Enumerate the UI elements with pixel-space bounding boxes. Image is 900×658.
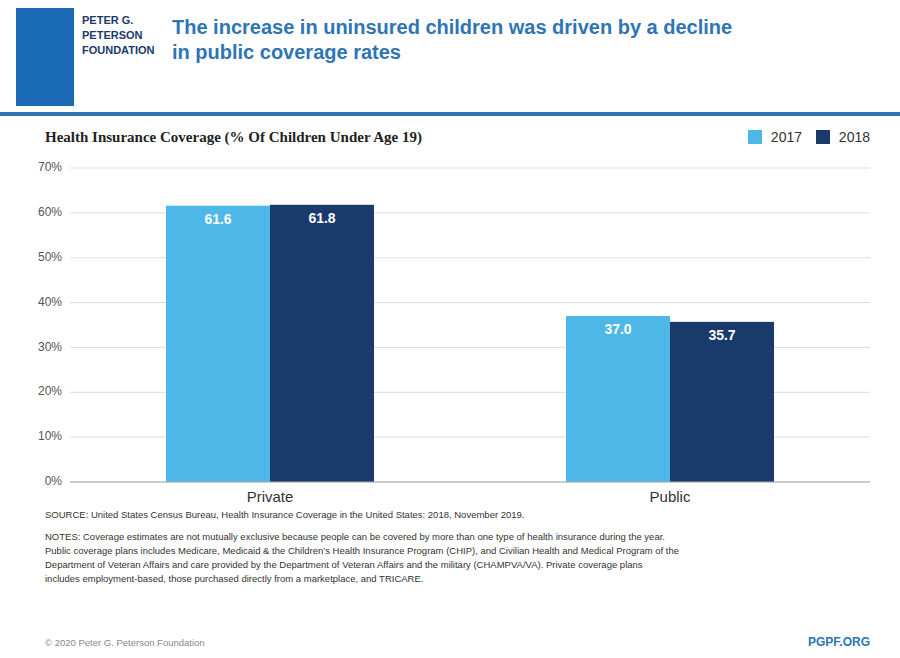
text-line: FOUNDATION [82,44,155,56]
text-line: in public coverage rates [172,41,401,63]
y-tick-label: 10% [38,429,62,443]
legend-swatch [748,130,762,144]
y-tick-label: 50% [38,250,62,264]
text-line: PETERSON [82,29,143,41]
text-line: Department of Veteran Affairs and care p… [45,559,643,570]
site-link: PGPF.ORG [808,635,870,649]
bar [670,322,774,482]
legend-label: 2018 [839,129,870,145]
data-label: 35.7 [708,327,735,343]
bar [270,205,374,482]
data-label: 61.8 [308,210,335,226]
x-tick-label: Private [247,488,294,505]
text-line: The increase in uninsured children was d… [172,16,732,38]
text-line: SOURCE: United States Census Bureau, Hea… [45,509,525,520]
legend-swatch [816,130,830,144]
title: The increase in uninsured children was d… [172,16,732,63]
x-axis [70,482,870,483]
legend: 2018 2017 [748,129,870,145]
background [0,0,900,658]
text-line: includes employment-based, those purchas… [45,573,423,584]
bar [166,206,270,482]
notes: NOTES: Coverage estimates are not mutual… [45,531,679,584]
chart: PETER G. PETERSON FOUNDATION The increase i… [0,0,900,658]
text-line: © 2020 Peter G. Peterson Foundation [45,637,205,648]
y-tick-label: 20% [38,384,62,398]
grid-line [70,168,870,169]
x-tick-label: Public [650,488,691,505]
y-tick-label: 0% [45,474,63,488]
y-tick-label: 30% [38,340,62,354]
logo-box [16,8,74,106]
divider [0,112,900,116]
logo-text: PETER G. PETERSON FOUNDATION [82,14,155,56]
source-note: SOURCE: United States Census Bureau, Hea… [45,509,525,520]
y-tick-label: 60% [38,205,62,219]
y-tick-label: 70% [38,160,62,174]
bar [566,316,670,482]
copyright: © 2020 Peter G. Peterson Foundation [45,637,205,648]
text-line: PGPF.ORG [808,635,870,649]
text-line: PETER G. [82,14,133,26]
text-line: Public coverage plans includes Medicare,… [45,545,679,556]
data-label: 61.6 [204,211,231,227]
text-line: NOTES: Coverage estimates are not mutual… [45,531,665,542]
data-labels: 61.6 37.0 61.8 35.7 [204,210,735,343]
bars [166,205,774,482]
data-label: 37.0 [604,321,631,337]
grid-line [70,482,870,483]
subtitle: Health Insurance Coverage (% Of Children… [45,129,422,146]
y-tick-label: 40% [38,295,62,309]
legend-label: 2017 [771,129,802,145]
